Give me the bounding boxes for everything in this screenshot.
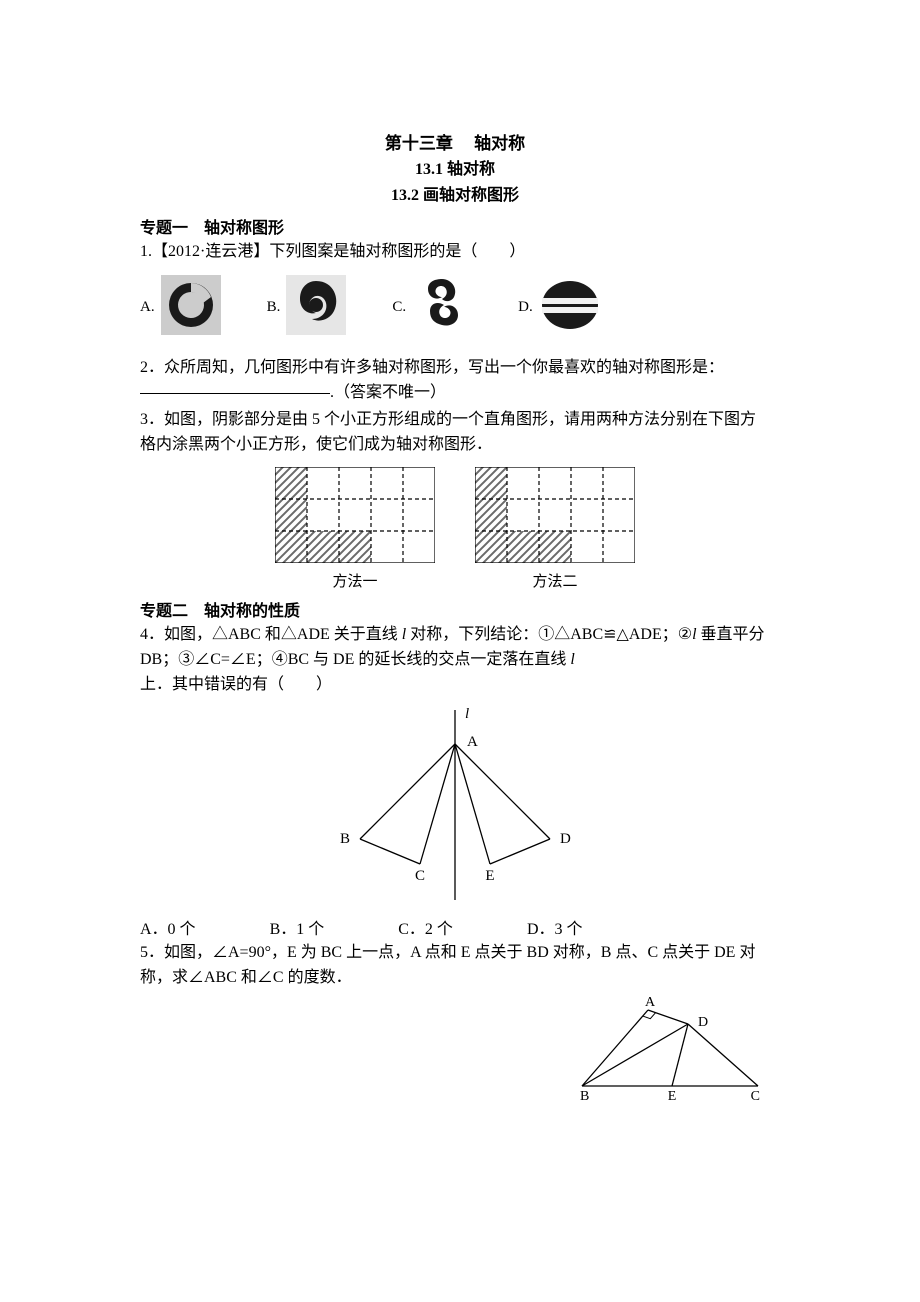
choice-a: A．0 个 xyxy=(140,915,196,939)
option-c-icon xyxy=(412,275,472,340)
question-4-figure: lA B C D E xyxy=(140,704,770,909)
option-c: C. xyxy=(392,275,472,340)
grid-method-1: 方法一 xyxy=(275,467,435,591)
question-3-text: 3．如图，阴影部分是由 5 个小正方形组成的一个直角图形，请用两种方法分别在下图… xyxy=(140,408,770,458)
triangle-svg: lA B C D E xyxy=(305,704,605,904)
option-d: D. xyxy=(518,278,601,337)
grid2-svg xyxy=(475,467,635,563)
choice-c: C．2 个 xyxy=(398,915,453,939)
svg-text:C: C xyxy=(751,1089,760,1104)
right-triangle-svg: A B C D E xyxy=(570,996,770,1106)
option-a-icon xyxy=(161,275,221,340)
topic1-heading: 专题一 轴对称图形 xyxy=(140,214,770,238)
option-a-label: A. xyxy=(140,299,155,316)
option-a: A. xyxy=(140,275,221,340)
question-4-text: 4．如图，△ABC 和△ADE 关于直线 l 对称，下列结论：①△ABC≌△AD… xyxy=(140,623,770,697)
svg-text:A: A xyxy=(645,996,656,1010)
svg-text:B: B xyxy=(580,1089,589,1104)
svg-text:C: C xyxy=(415,868,425,884)
section-13-2: 13.2 画轴对称图形 xyxy=(140,183,770,209)
option-d-label: D. xyxy=(518,299,533,316)
option-d-icon xyxy=(539,278,601,337)
method2-label: 方法二 xyxy=(475,570,635,591)
svg-text:l: l xyxy=(465,706,469,722)
choice-b: B．1 个 xyxy=(270,915,325,939)
section-13-1: 13.1 轴对称 xyxy=(140,157,770,183)
question-2: 2．众所周知，几何图形中有许多轴对称图形，写出一个你最喜欢的轴对称图形是： .（… xyxy=(140,356,770,406)
document-page: 第十三章 轴对称 13.1 轴对称 13.2 画轴对称图形 专题一 轴对称图形 … xyxy=(0,0,920,1191)
answer-blank xyxy=(140,393,330,394)
grid1-svg xyxy=(275,467,435,563)
svg-text:E: E xyxy=(485,868,494,884)
chapter-heading-block: 第十三章 轴对称 13.1 轴对称 13.2 画轴对称图形 xyxy=(140,130,770,208)
svg-text:D: D xyxy=(560,831,571,847)
option-b: B. xyxy=(267,275,347,340)
chapter-title: 第十三章 轴对称 xyxy=(140,130,770,157)
question-2-text-after: .（答案不唯一） xyxy=(330,384,446,401)
svg-text:B: B xyxy=(340,831,350,847)
svg-text:D: D xyxy=(698,1015,708,1030)
option-b-icon xyxy=(286,275,346,340)
question-3-grids: 方法一 方法二 xyxy=(140,467,770,591)
question-4-choices: A．0 个 B．1 个 C．2 个 D．3 个 xyxy=(140,915,770,939)
question-1-text: 1.【2012·连云港】下列图案是轴对称图形的是（ ） xyxy=(140,240,770,265)
svg-text:A: A xyxy=(467,734,478,750)
topic2-heading: 专题二 轴对称的性质 xyxy=(140,597,770,621)
method1-label: 方法一 xyxy=(275,570,435,591)
option-c-label: C. xyxy=(392,299,406,316)
question-5-figure: A B C D E xyxy=(570,996,770,1111)
grid-method-2: 方法二 xyxy=(475,467,635,591)
question-2-text-before: 2．众所周知，几何图形中有许多轴对称图形，写出一个你最喜欢的轴对称图形是： xyxy=(140,359,724,376)
svg-text:E: E xyxy=(668,1089,677,1104)
choice-d: D．3 个 xyxy=(527,915,583,939)
option-b-label: B. xyxy=(267,299,281,316)
question-5-text: 5．如图，∠A=90°，E 为 BC 上一点，A 点和 E 点关于 BD 对称，… xyxy=(140,941,770,991)
question-1-options: A. B. C. xyxy=(140,275,770,340)
